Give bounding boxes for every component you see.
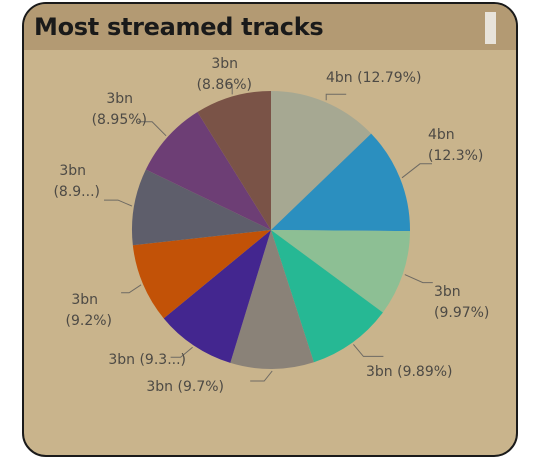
slice-label-9: 3bn (8.95%) — [92, 91, 147, 128]
pie-slice-3[interactable] — [271, 230, 410, 313]
slice-label-7: 3bn (9.2%) — [66, 292, 113, 329]
pie-slice-7[interactable] — [132, 230, 271, 319]
pie-slice-2[interactable] — [271, 133, 411, 232]
leader-line-9 — [138, 121, 167, 137]
chart-card: Most streamed tracks — [22, 2, 518, 457]
leader-line-5 — [250, 370, 273, 382]
leader-line-7 — [121, 284, 142, 294]
pie-slice-6[interactable] — [163, 230, 271, 363]
leader-line-2 — [401, 163, 432, 179]
pie-slices — [132, 90, 411, 370]
slice-label-3: 3bn (9.97%) — [434, 284, 489, 321]
slice-label-1: 4bn (12.79%) — [326, 70, 421, 86]
pie-slice-8[interactable] — [132, 169, 271, 246]
leader-lines — [104, 83, 433, 382]
slice-label-2: 4bn (12.3%) — [428, 127, 483, 164]
leader-line-4 — [353, 344, 384, 357]
slice-labels: 4bn (12.79%) 4bn (12.3%) 3bn (9.97%) 3bn (9.8… — [53, 56, 489, 395]
leader-line-1 — [325, 93, 347, 101]
leader-line-8 — [104, 199, 133, 207]
slice-label-4: 3bn (9.89%) — [366, 364, 453, 380]
pie-slice-10[interactable] — [197, 91, 271, 230]
leader-line-10 — [226, 83, 233, 95]
scrollbar-thumb[interactable] — [485, 12, 496, 44]
card-header: Most streamed tracks — [24, 4, 516, 50]
pie-slice-9[interactable] — [145, 112, 271, 230]
leader-line-3 — [404, 274, 433, 284]
slice-label-5: 3bn (9.7%) — [146, 379, 224, 395]
slice-label-8: 3bn (8.9...) — [53, 163, 100, 200]
pie-slice-1[interactable] — [271, 90, 372, 230]
leader-line-6 — [170, 346, 193, 358]
pie-slice-5[interactable] — [230, 230, 314, 370]
chart-title: Most streamed tracks — [34, 13, 324, 41]
slice-label-6: 3bn (9.3...) — [108, 352, 186, 368]
slice-label-10: 3bn (8.86%) — [197, 56, 252, 93]
pie-slice-4[interactable] — [271, 230, 383, 363]
